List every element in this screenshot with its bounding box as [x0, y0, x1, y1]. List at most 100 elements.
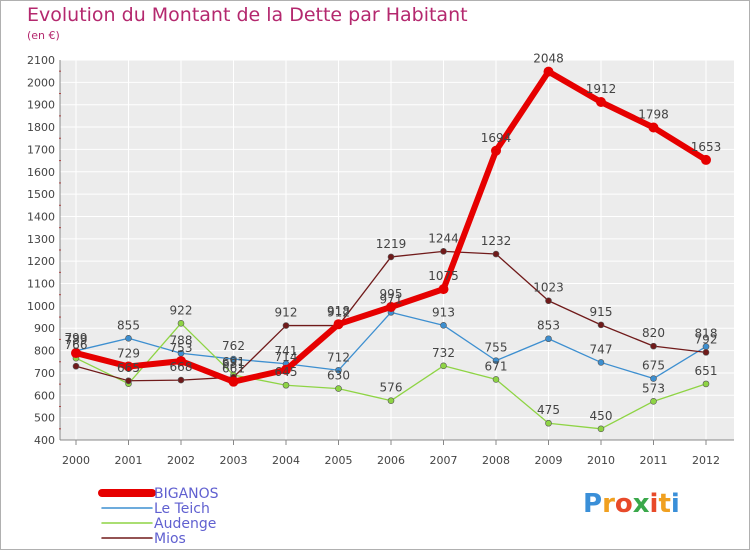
- y-tick-label: 500: [34, 412, 55, 425]
- data-point: [386, 302, 396, 312]
- data-label: 855: [117, 318, 140, 332]
- data-point: [71, 348, 81, 359]
- data-label: 1232: [481, 234, 512, 248]
- data-label: 645: [275, 365, 298, 379]
- data-point: [335, 385, 342, 392]
- y-tick-label: 400: [34, 434, 55, 447]
- data-point: [492, 376, 500, 383]
- data-point: [333, 319, 344, 330]
- data-label: 668: [170, 360, 193, 374]
- data-label: 1653: [691, 140, 722, 154]
- data-label: 995: [380, 287, 403, 301]
- data-label: 1244: [428, 231, 459, 245]
- y-tick-label: 1500: [27, 188, 55, 201]
- data-label: 820: [642, 326, 665, 340]
- logo-letter: r: [602, 489, 615, 519]
- y-tick-label: 1800: [27, 121, 55, 134]
- data-label: 853: [537, 319, 560, 333]
- y-tick-label: 1600: [27, 166, 55, 179]
- data-point: [597, 321, 605, 329]
- data-point: [123, 361, 134, 372]
- data-point: [125, 377, 132, 385]
- x-tick-label: 2002: [167, 454, 195, 467]
- y-tick-label: 900: [34, 322, 55, 335]
- data-label: 671: [485, 359, 508, 373]
- x-tick-label: 2006: [377, 454, 405, 467]
- y-tick-label: 1200: [27, 255, 55, 268]
- data-label: 913: [432, 305, 455, 319]
- data-point: [177, 376, 185, 384]
- data-point: [491, 145, 501, 156]
- data-point: [72, 362, 80, 370]
- data-point: [545, 335, 552, 343]
- data-label: 573: [642, 381, 665, 395]
- data-point: [597, 359, 605, 366]
- data-label: 1075: [428, 269, 459, 283]
- data-point: [387, 253, 395, 261]
- data-label: 762: [222, 339, 245, 353]
- logo-letter: t: [658, 489, 671, 519]
- chart-title: Evolution du Montant de la Dette par Hab…: [27, 4, 468, 26]
- y-tick-label: 1900: [27, 99, 55, 112]
- data-label: 691: [222, 355, 245, 369]
- data-point: [176, 356, 186, 367]
- data-label: 971: [380, 292, 403, 306]
- data-point: [650, 342, 657, 350]
- data-label: 918: [327, 304, 350, 318]
- data-label: 675: [642, 359, 665, 373]
- data-label: 475: [537, 403, 560, 417]
- data-label: 450: [590, 409, 613, 423]
- data-point: [701, 154, 711, 165]
- y-tick-label: 1400: [27, 210, 55, 223]
- data-point: [543, 66, 554, 77]
- data-label: 712: [327, 350, 350, 364]
- data-point: [650, 375, 657, 382]
- y-tick-label: 700: [34, 367, 55, 380]
- data-label: 792: [695, 332, 718, 346]
- data-label: 661: [222, 362, 245, 376]
- y-tick-label: 2100: [27, 54, 55, 67]
- data-point: [492, 357, 500, 364]
- data-label: 1219: [376, 237, 407, 251]
- y-tick-label: 2000: [27, 76, 55, 89]
- legend-label: BIGANOS: [154, 486, 219, 502]
- data-label: 576: [380, 381, 403, 395]
- data-label: 681: [222, 357, 245, 371]
- x-tick-label: 2012: [692, 454, 720, 467]
- data-label: 1798: [638, 108, 669, 122]
- x-tick-label: 2009: [535, 454, 563, 467]
- x-tick-label: 2011: [640, 454, 668, 467]
- data-point: [650, 398, 657, 405]
- data-label: 922: [170, 303, 193, 317]
- data-point: [230, 355, 237, 363]
- plot-area: [60, 60, 734, 440]
- legend-label: Mios: [154, 531, 186, 547]
- data-point: [597, 425, 605, 433]
- x-tick-label: 2007: [430, 454, 458, 467]
- data-label: 915: [590, 305, 613, 319]
- data-point: [702, 380, 710, 388]
- data-point: [282, 381, 290, 389]
- y-tick-label: 1300: [27, 233, 55, 246]
- data-label: 665: [117, 361, 140, 375]
- data-label: 912: [275, 306, 298, 320]
- x-tick-label: 2003: [220, 454, 248, 467]
- y-tick-label: 1700: [27, 143, 55, 156]
- data-point: [702, 349, 710, 356]
- x-tick-label: 2004: [272, 454, 300, 467]
- y-tick-label: 800: [34, 345, 55, 358]
- data-label: 741: [275, 344, 298, 358]
- y-tick-label: 1100: [27, 278, 55, 291]
- data-point: [438, 284, 449, 295]
- data-label: 630: [327, 369, 350, 383]
- data-label: 912: [327, 306, 350, 320]
- data-point: [125, 334, 132, 342]
- data-point: [228, 376, 239, 387]
- legend-label: Audenge: [154, 516, 216, 532]
- x-tick-label: 2005: [325, 454, 353, 467]
- x-tick-label: 2008: [482, 454, 510, 467]
- data-label: 788: [170, 333, 193, 347]
- data-label: 753: [170, 341, 193, 355]
- logo-letter: x: [632, 489, 650, 519]
